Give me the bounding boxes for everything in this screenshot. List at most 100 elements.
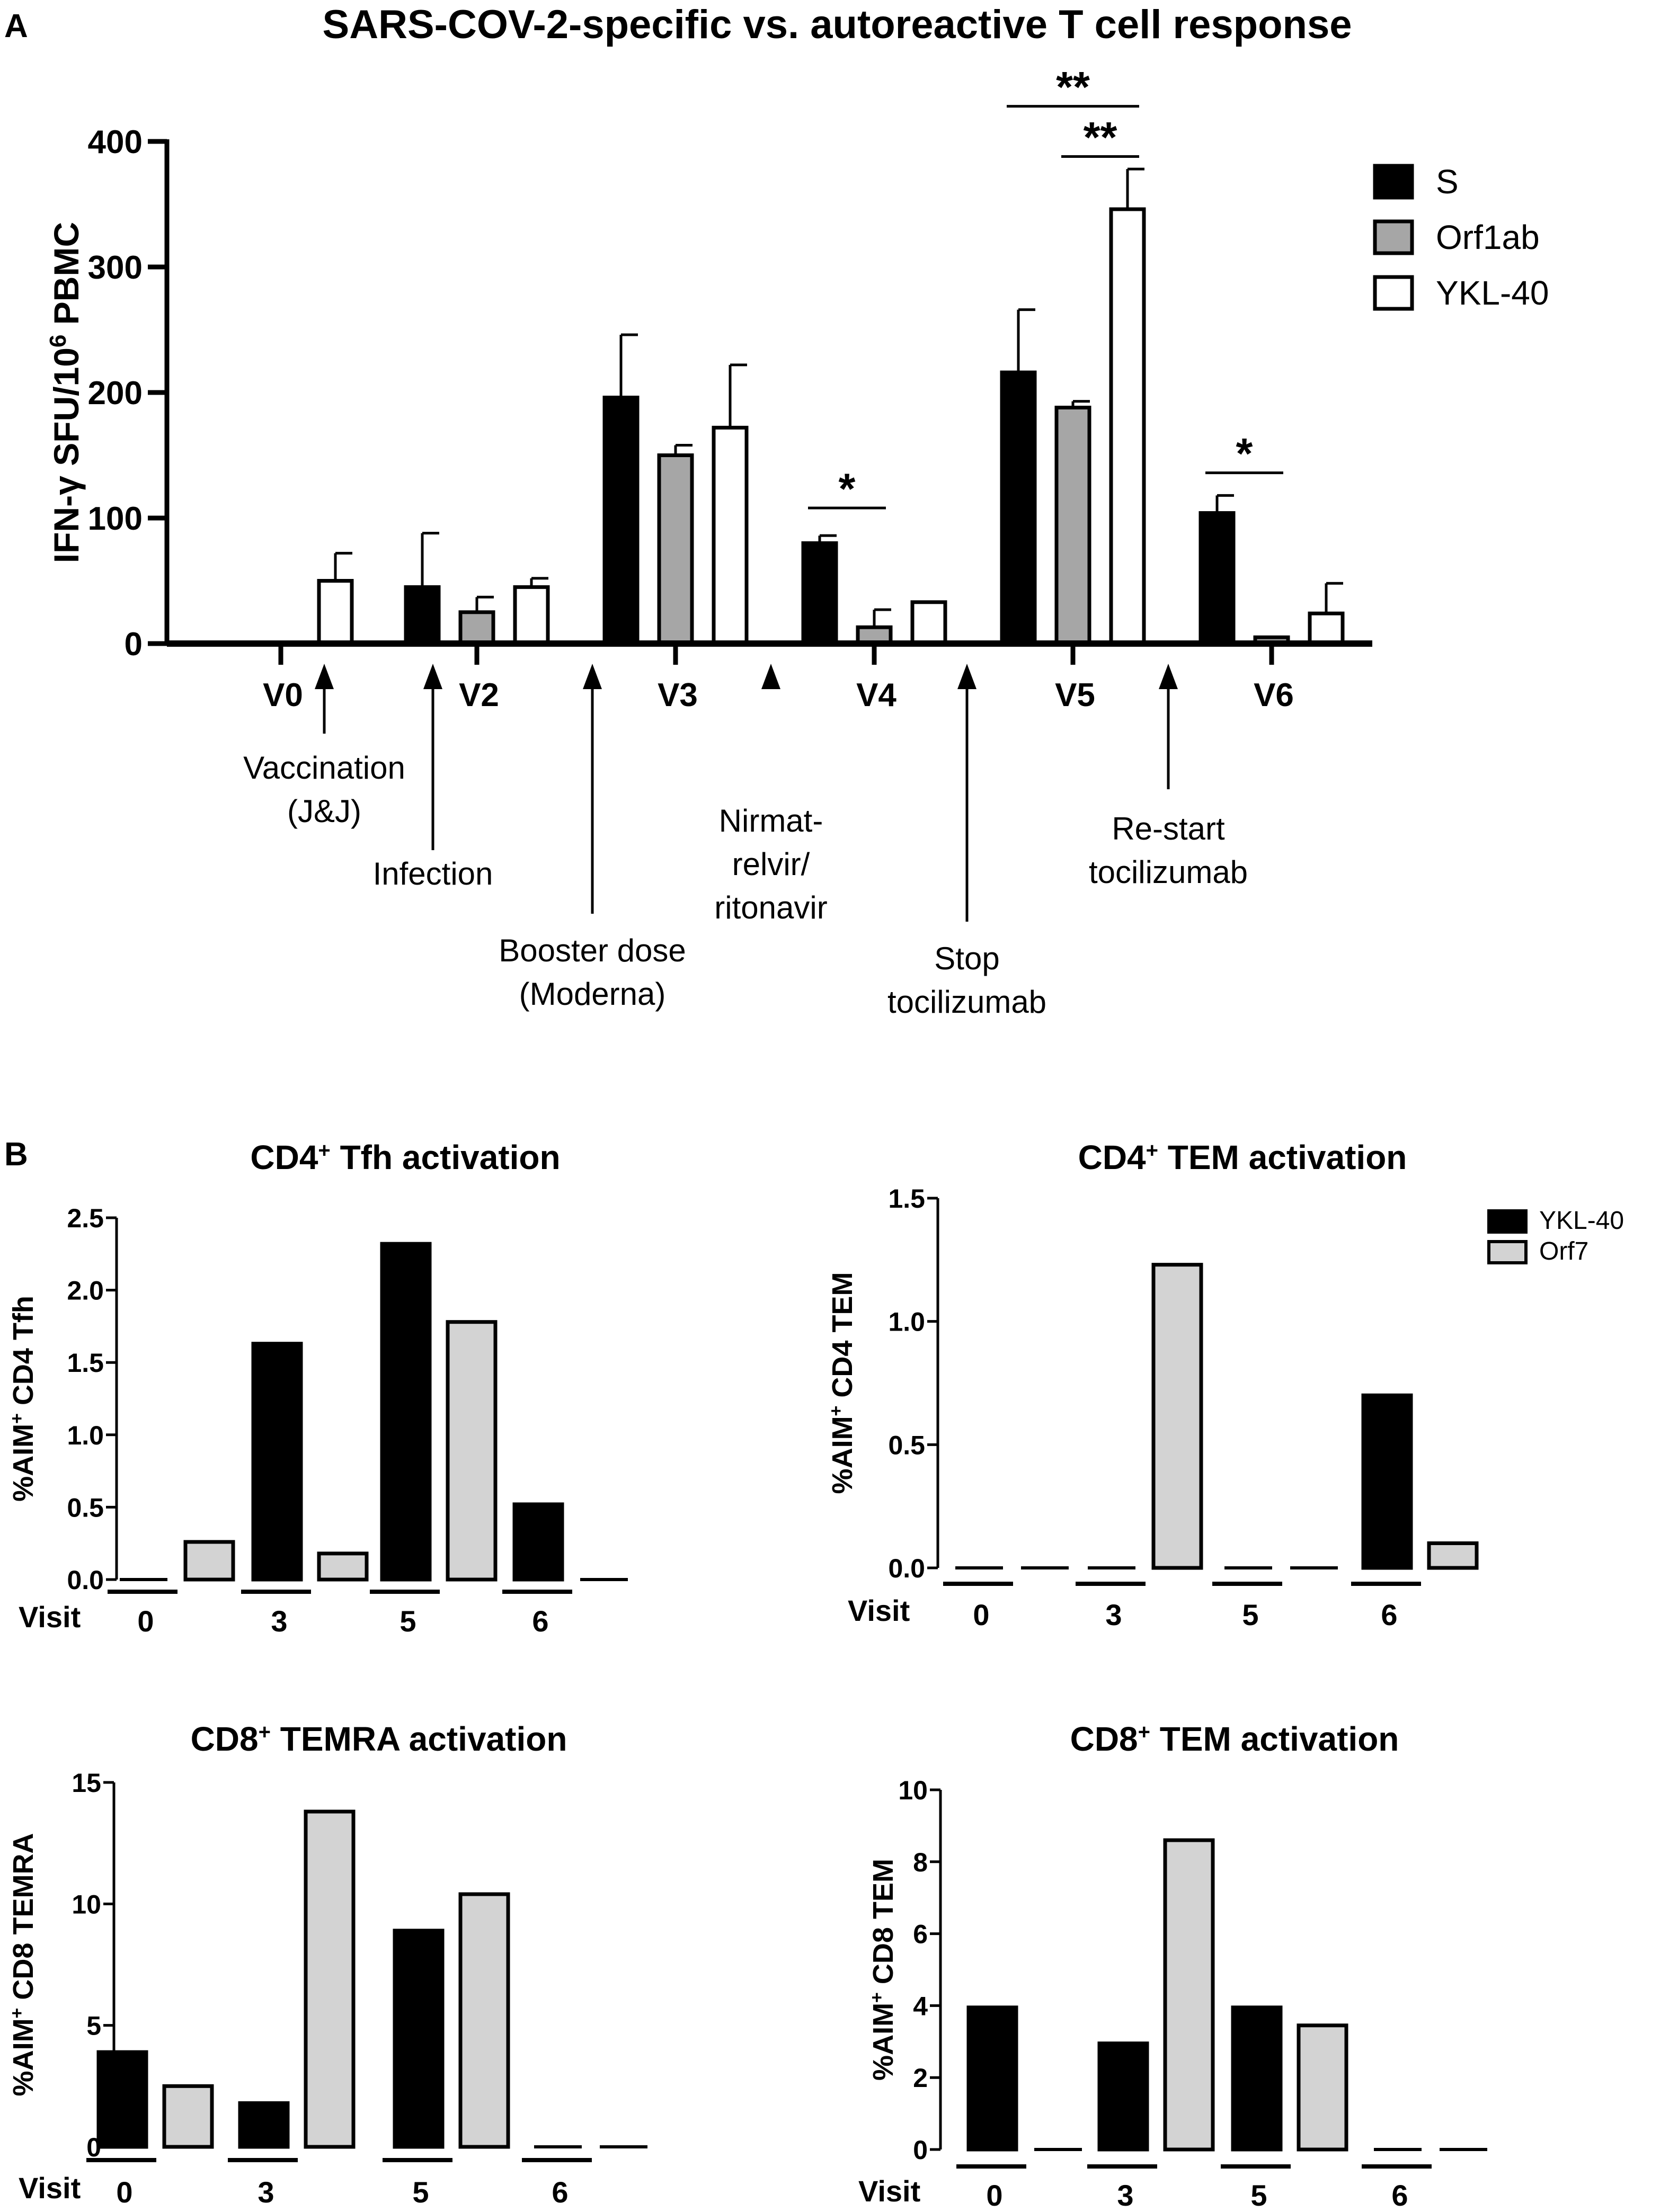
event-label-nirmatrelvir-ritonavir: ritonavir [714,890,827,925]
y-tick-label: 200 [88,375,143,412]
event-arrowhead-infection [423,664,442,689]
bar-s-v4 [801,541,838,646]
bar-s-v2 [404,585,441,646]
panel-a-chart: 0 100 200 300 400 IFN-γ SFU/106 PBMC V0 V2 V3 V4 V… [45,64,1549,1020]
y-tick-label: 8 [913,1848,928,1877]
event-label-infection: Infection [373,856,493,891]
bar-orf7-visit-3 [317,1551,369,1582]
bar-ykl-40-visit-3 [251,1342,303,1582]
visit-label-5: 5 [1242,1598,1258,1631]
event-arrowhead-stop-tocilizumab [957,664,976,689]
bar-orf7-visit-3 [1151,1263,1203,1570]
chart-cd4-tfh-activation: CD4+ Tfh activation 0.0 0.5 1.0 1.5 2.0 2.5 %AI… [7,1138,628,1638]
panel-a-letter: A [4,8,28,44]
chart-title: CD8+ TEMRA activation [191,1720,567,1758]
bar-orf7-visit-6 [1427,1541,1479,1570]
event-label-stop-tocilizumab: Stop [934,941,999,976]
event-label-vaccination: (J&J) [287,793,361,829]
bar-orf7-visit-3 [1163,1838,1215,2152]
y-tick-label: 0.0 [888,1554,925,1583]
bar-ykl-40-v5 [1109,207,1146,646]
visit-label-5: 5 [1250,2179,1267,2212]
visit-label-3: 3 [1117,2179,1133,2212]
bar-ykl-40-visit-6 [1361,1393,1413,1570]
event-arrowhead-restart-tocilizumab [1159,664,1178,689]
bar-ykl-40-visit-5 [380,1242,432,1582]
bar-s-v3 [602,395,640,646]
chart-cd8-temra-activation: CD8+ TEMRA activation 0 5 10 15 %AIM+ CD8 TEM… [7,1720,647,2209]
x-axis-label: Visit [19,1600,81,1634]
visit-label-3: 3 [258,2175,274,2209]
y-tick-label: 0.5 [888,1430,925,1460]
x-tick-label-v6: V6 [1254,677,1294,713]
legend-label-orf7: Orf7 [1539,1237,1588,1265]
event-label-vaccination: Vaccination [243,750,405,786]
bar-orf7-visit-3 [304,1809,356,2149]
event-label-nirmatrelvir-ritonavir: relvir/ [732,846,810,882]
event-label-booster-dose: (Moderna) [519,976,666,1012]
bar-ykl-40-visit-0 [966,2005,1018,2152]
panel-b-charts: CD4+ Tfh activation 0.0 0.5 1.0 1.5 2.0 2.5 %AI… [7,1138,1624,2212]
y-tick-label: 1.5 [67,1348,104,1378]
legend-swatch-orf7 [1487,1240,1528,1264]
bar-orf1ab-v5 [1054,405,1091,646]
event-label-nirmatrelvir-ritonavir: Nirmat- [719,803,823,839]
visit-label-6: 6 [1381,1598,1397,1631]
legend-swatch-orf1ab [1373,219,1414,255]
bar-ykl-40-v6 [1308,611,1345,646]
event-label-restart-tocilizumab: tocilizumab [1089,854,1248,890]
y-tick-label: 6 [913,1920,928,1949]
x-tick-label-v5: V5 [1055,677,1095,713]
visit-label-0: 0 [116,2175,132,2209]
x-axis-label: Visit [858,2174,920,2208]
y-tick-label: 100 [88,501,143,537]
legend-swatch-ykl-40 [1487,1209,1528,1234]
y-axis-label: %AIM+ CD4 Tfh [7,1296,39,1502]
event-label-booster-dose: Booster dose [499,933,686,968]
visit-label-5: 5 [412,2175,429,2209]
panel-a-title: SARS-COV-2-specific vs. autoreactive T c… [323,2,1352,47]
significance-marker: ** [1084,113,1117,162]
visit-label-0: 0 [986,2179,1002,2212]
y-tick-label: 1.5 [888,1184,925,1214]
visit-label-3: 3 [1105,1598,1122,1631]
significance-marker: ** [1056,64,1090,112]
y-axis-label: %AIM+ CD8 TEM [867,1859,899,2081]
y-axis-label: IFN-γ SFU/106 PBMC [45,222,86,563]
bar-orf7-visit-5 [446,1320,498,1582]
event-arrowhead-vaccination [315,664,334,689]
visit-label-3: 3 [271,1604,287,1638]
visit-label-6: 6 [552,2175,568,2209]
bar-orf7-visit-5 [1297,2023,1348,2152]
event-label-stop-tocilizumab: tocilizumab [887,984,1046,1020]
panel-b-letter: B [4,1136,28,1173]
chart-cd4-tem-activation: CD4+ TEM activation 0.0 0.5 1.0 1.5 %AIM+ CD4… [826,1138,1479,1631]
bar-ykl-40-v4 [910,600,947,646]
event-label-restart-tocilizumab: Re-start [1112,811,1225,846]
bar-orf1ab-v3 [657,453,694,646]
bar-orf7-visit-0 [162,2084,214,2149]
bar-s-v6 [1199,511,1236,646]
bar-ykl-40-v3 [712,425,749,646]
y-tick-label: 2.5 [67,1203,104,1233]
bar-orf1ab-v2 [458,610,495,646]
y-tick-label: 10 [898,1776,928,1805]
visit-label-0: 0 [137,1604,154,1638]
x-tick-label-v4: V4 [856,677,896,713]
y-tick-label: 15 [72,1768,101,1798]
visit-label-6: 6 [1391,2179,1408,2212]
x-axis-label: Visit [848,1594,910,1627]
y-tick-label: 4 [913,1991,928,2021]
visit-label-0: 0 [973,1598,989,1631]
y-tick-label: 300 [88,249,143,286]
bar-s-v5 [1000,370,1037,646]
chart-title: CD8+ TEM activation [1070,1720,1399,1758]
y-tick-label: 0.0 [67,1565,104,1595]
y-tick-label: 2 [913,2063,928,2093]
bar-ykl-40-visit-6 [512,1502,564,1582]
bar-ykl-40-v0 [317,579,354,646]
significance-marker: * [839,465,856,513]
y-tick-label: 2.0 [67,1276,104,1306]
y-tick-label: 1.0 [888,1307,925,1337]
